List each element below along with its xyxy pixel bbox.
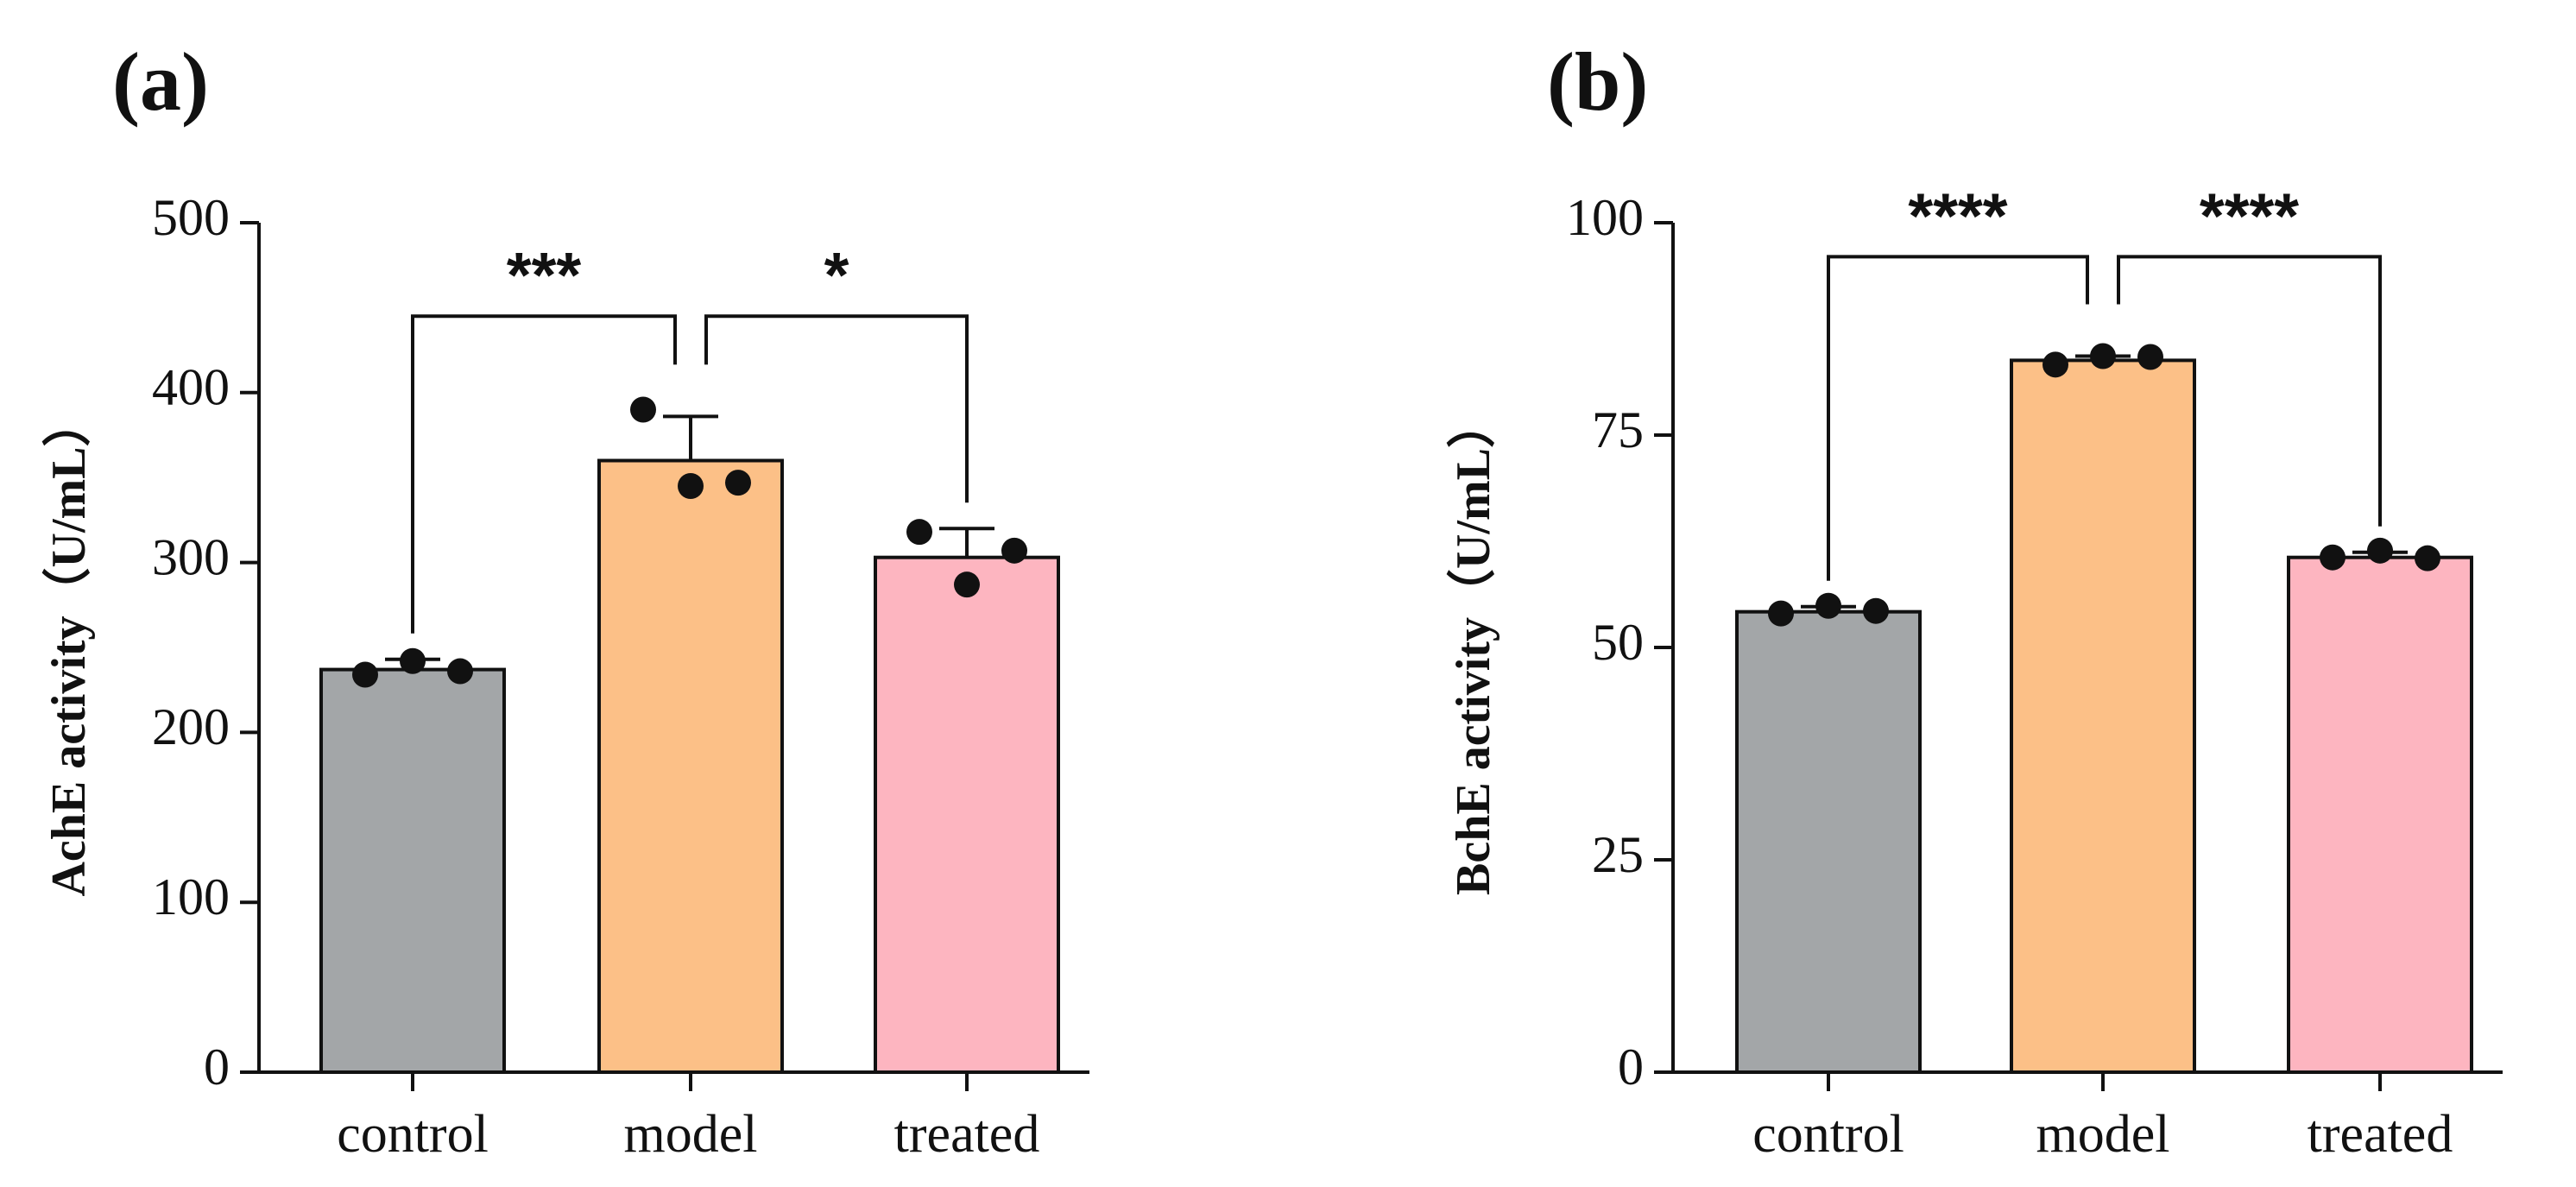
significance-bracket — [1827, 255, 2089, 581]
y-axis-title: BchE activity（U/mL） — [1446, 400, 1500, 895]
data-point-model — [2090, 343, 2116, 369]
data-point-control — [400, 647, 426, 674]
data-point-treated — [2367, 537, 2393, 564]
significance-bracket — [411, 314, 677, 634]
bar-treated — [2287, 555, 2473, 1074]
significance-bracket — [704, 314, 969, 503]
y-tick-label: 300 — [152, 528, 230, 585]
data-point-control — [1768, 600, 1794, 627]
bar-control — [319, 667, 506, 1074]
data-point-control — [1863, 597, 1889, 624]
data-point-model — [725, 470, 751, 496]
data-point-treated — [2415, 545, 2440, 571]
significance-label: * — [824, 239, 849, 311]
data-point-model — [2042, 351, 2068, 378]
data-point-model — [630, 396, 656, 423]
chart-panel-b: (b) 0 25 50 75 100 control model treated BchE act… — [1446, 35, 2503, 1164]
x-tick-label-model: model — [624, 1105, 758, 1164]
x-tick-label-model: model — [2036, 1105, 2170, 1164]
significance-label: **** — [1908, 180, 2007, 251]
bar-control — [1735, 609, 1922, 1074]
data-point-treated — [2320, 544, 2346, 571]
data-point-control — [1815, 592, 1841, 619]
y-tick-label: 50 — [1592, 614, 1644, 671]
data-point-control — [447, 658, 473, 685]
data-point-model — [678, 473, 704, 500]
y-axis-title: AchE activity（U/mL） — [41, 398, 96, 896]
bar-treated — [874, 555, 1060, 1074]
y-tick-label: 100 — [1566, 189, 1644, 246]
y-tick-label: 25 — [1592, 826, 1644, 883]
bar-model — [2010, 358, 2196, 1074]
data-point-treated — [954, 571, 980, 598]
significance-label: **** — [2200, 180, 2299, 251]
data-point-model — [2137, 344, 2163, 370]
significance-label: *** — [507, 239, 582, 311]
significance-bracket — [2117, 255, 2382, 527]
panel-label: (a) — [112, 35, 209, 128]
x-tick-label-control: control — [337, 1105, 489, 1164]
y-tick-label: 0 — [1618, 1039, 1644, 1095]
x-tick-label-control: control — [1752, 1105, 1904, 1164]
y-tick-label: 200 — [152, 698, 230, 755]
y-tick-label: 0 — [204, 1039, 230, 1095]
x-tick-label-treated: treated — [894, 1105, 1040, 1164]
bar-model — [597, 458, 784, 1074]
y-tick-label: 400 — [152, 359, 230, 416]
data-point-treated — [906, 519, 932, 546]
panel-label: (b) — [1547, 35, 1648, 128]
y-tick-label: 75 — [1592, 401, 1644, 458]
y-tick-label: 100 — [152, 868, 230, 925]
data-point-control — [352, 661, 378, 688]
x-tick-label-treated: treated — [2308, 1105, 2453, 1164]
data-point-treated — [1001, 537, 1027, 564]
chart-panel-a: (a) 0 100 200 300 400 500 control model treated Ac… — [41, 35, 1089, 1164]
y-tick-label: 500 — [152, 189, 230, 246]
